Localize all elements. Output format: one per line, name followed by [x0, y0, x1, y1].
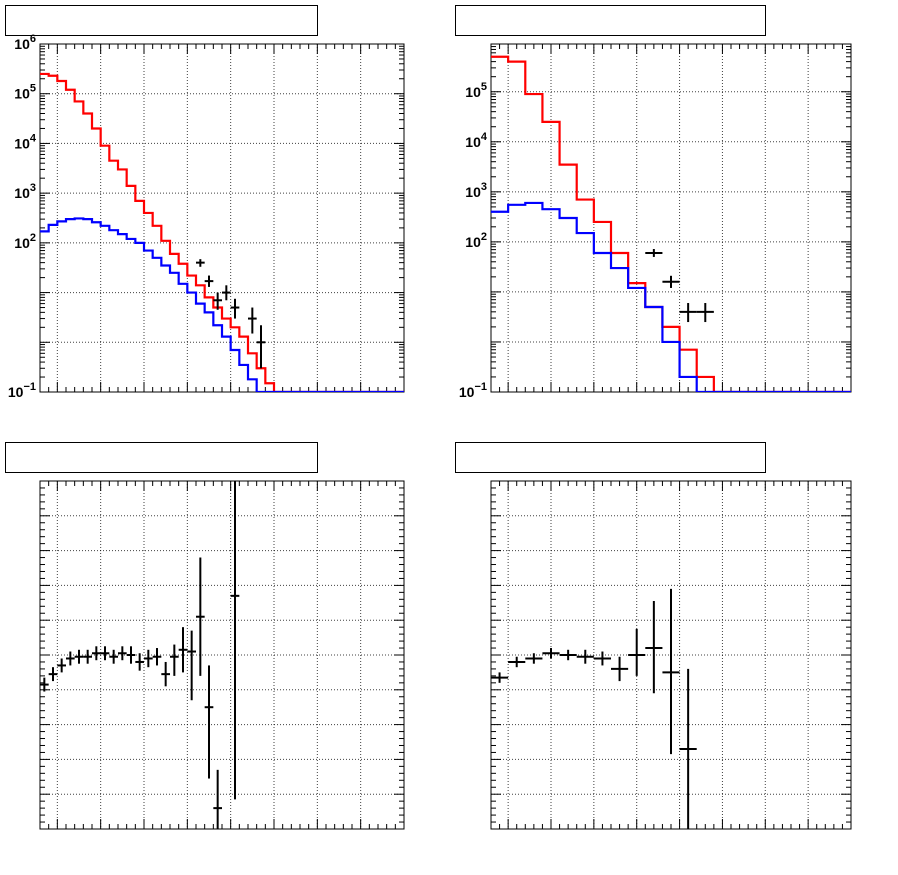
data-point: [645, 601, 663, 694]
chart-panel-3: [5, 442, 405, 830]
data-point: [645, 249, 663, 257]
data-point: [83, 649, 92, 664]
y-tick-label: 102: [465, 231, 487, 250]
data-point: [256, 325, 266, 369]
data-point: [213, 292, 222, 310]
data-point: [161, 661, 170, 687]
data-point: [542, 648, 560, 659]
series-group: [40, 481, 240, 829]
data-point: [679, 303, 697, 323]
data-point: [118, 646, 127, 661]
chart-panel-1: 10−1 102 103 104 105 106: [5, 5, 405, 400]
y-tick-label: 104: [14, 132, 37, 151]
series-group: [491, 55, 851, 392]
data-point: [40, 677, 49, 692]
title-box: [455, 442, 766, 473]
data-point: [100, 646, 110, 661]
plot-frame: [39, 480, 405, 830]
y-tick-label: 105: [465, 81, 487, 100]
data-point: [222, 285, 231, 301]
data-point: [92, 646, 101, 661]
data-point: [196, 557, 205, 676]
data-point: [559, 649, 577, 661]
data-point: [74, 649, 84, 664]
title-box: [455, 5, 766, 36]
data-point: [662, 275, 680, 288]
data-point: [696, 303, 714, 323]
y-tick-label: 10−1: [8, 381, 36, 400]
data-point: [679, 668, 697, 829]
data-point: [187, 630, 196, 701]
data-point: [593, 651, 611, 666]
data-point: [230, 298, 240, 319]
y-tick-label: 103: [465, 181, 487, 200]
y-tick-label: 104: [465, 131, 488, 150]
data-point: [57, 658, 66, 673]
data-point: [213, 769, 222, 829]
data-point: [109, 649, 118, 664]
data-point: [491, 672, 509, 683]
data-point: [628, 628, 646, 676]
y-tick-label: 105: [14, 83, 36, 102]
data-point: [611, 656, 629, 682]
plot-frame: [39, 43, 405, 393]
data-point: [508, 656, 526, 668]
data-point: [170, 644, 179, 676]
series-group: [40, 72, 404, 392]
data-point: [204, 665, 214, 779]
data-point: [525, 653, 543, 664]
data-point: [48, 667, 58, 682]
data-point: [662, 588, 680, 755]
data-point: [178, 627, 188, 673]
data-point: [204, 275, 214, 287]
data-point: [144, 649, 153, 668]
title-box: [5, 442, 318, 473]
data-point: [230, 481, 240, 800]
chart-panel-4: [455, 442, 852, 830]
data-point: [135, 653, 144, 671]
data-point: [248, 307, 257, 334]
plot-frame: [490, 480, 852, 830]
data-point: [196, 259, 205, 267]
data-point: [126, 646, 136, 664]
data-point: [152, 648, 162, 666]
title-box: [5, 5, 318, 36]
plot-frame: [490, 43, 852, 393]
model-histogram: [491, 55, 851, 392]
y-tick-label: 102: [14, 232, 36, 251]
component-histogram: [491, 201, 851, 392]
chart-panel-2: 10−1 102 103 104 105: [455, 5, 852, 400]
y-tick-label: 10−1: [459, 381, 487, 400]
data-point: [576, 649, 594, 664]
component-histogram: [40, 217, 404, 392]
data-point: [66, 651, 75, 666]
model-histogram: [40, 72, 404, 392]
y-tick-label: 103: [14, 182, 36, 201]
y-tick-label: 106: [14, 33, 36, 52]
series-group: [491, 588, 697, 829]
